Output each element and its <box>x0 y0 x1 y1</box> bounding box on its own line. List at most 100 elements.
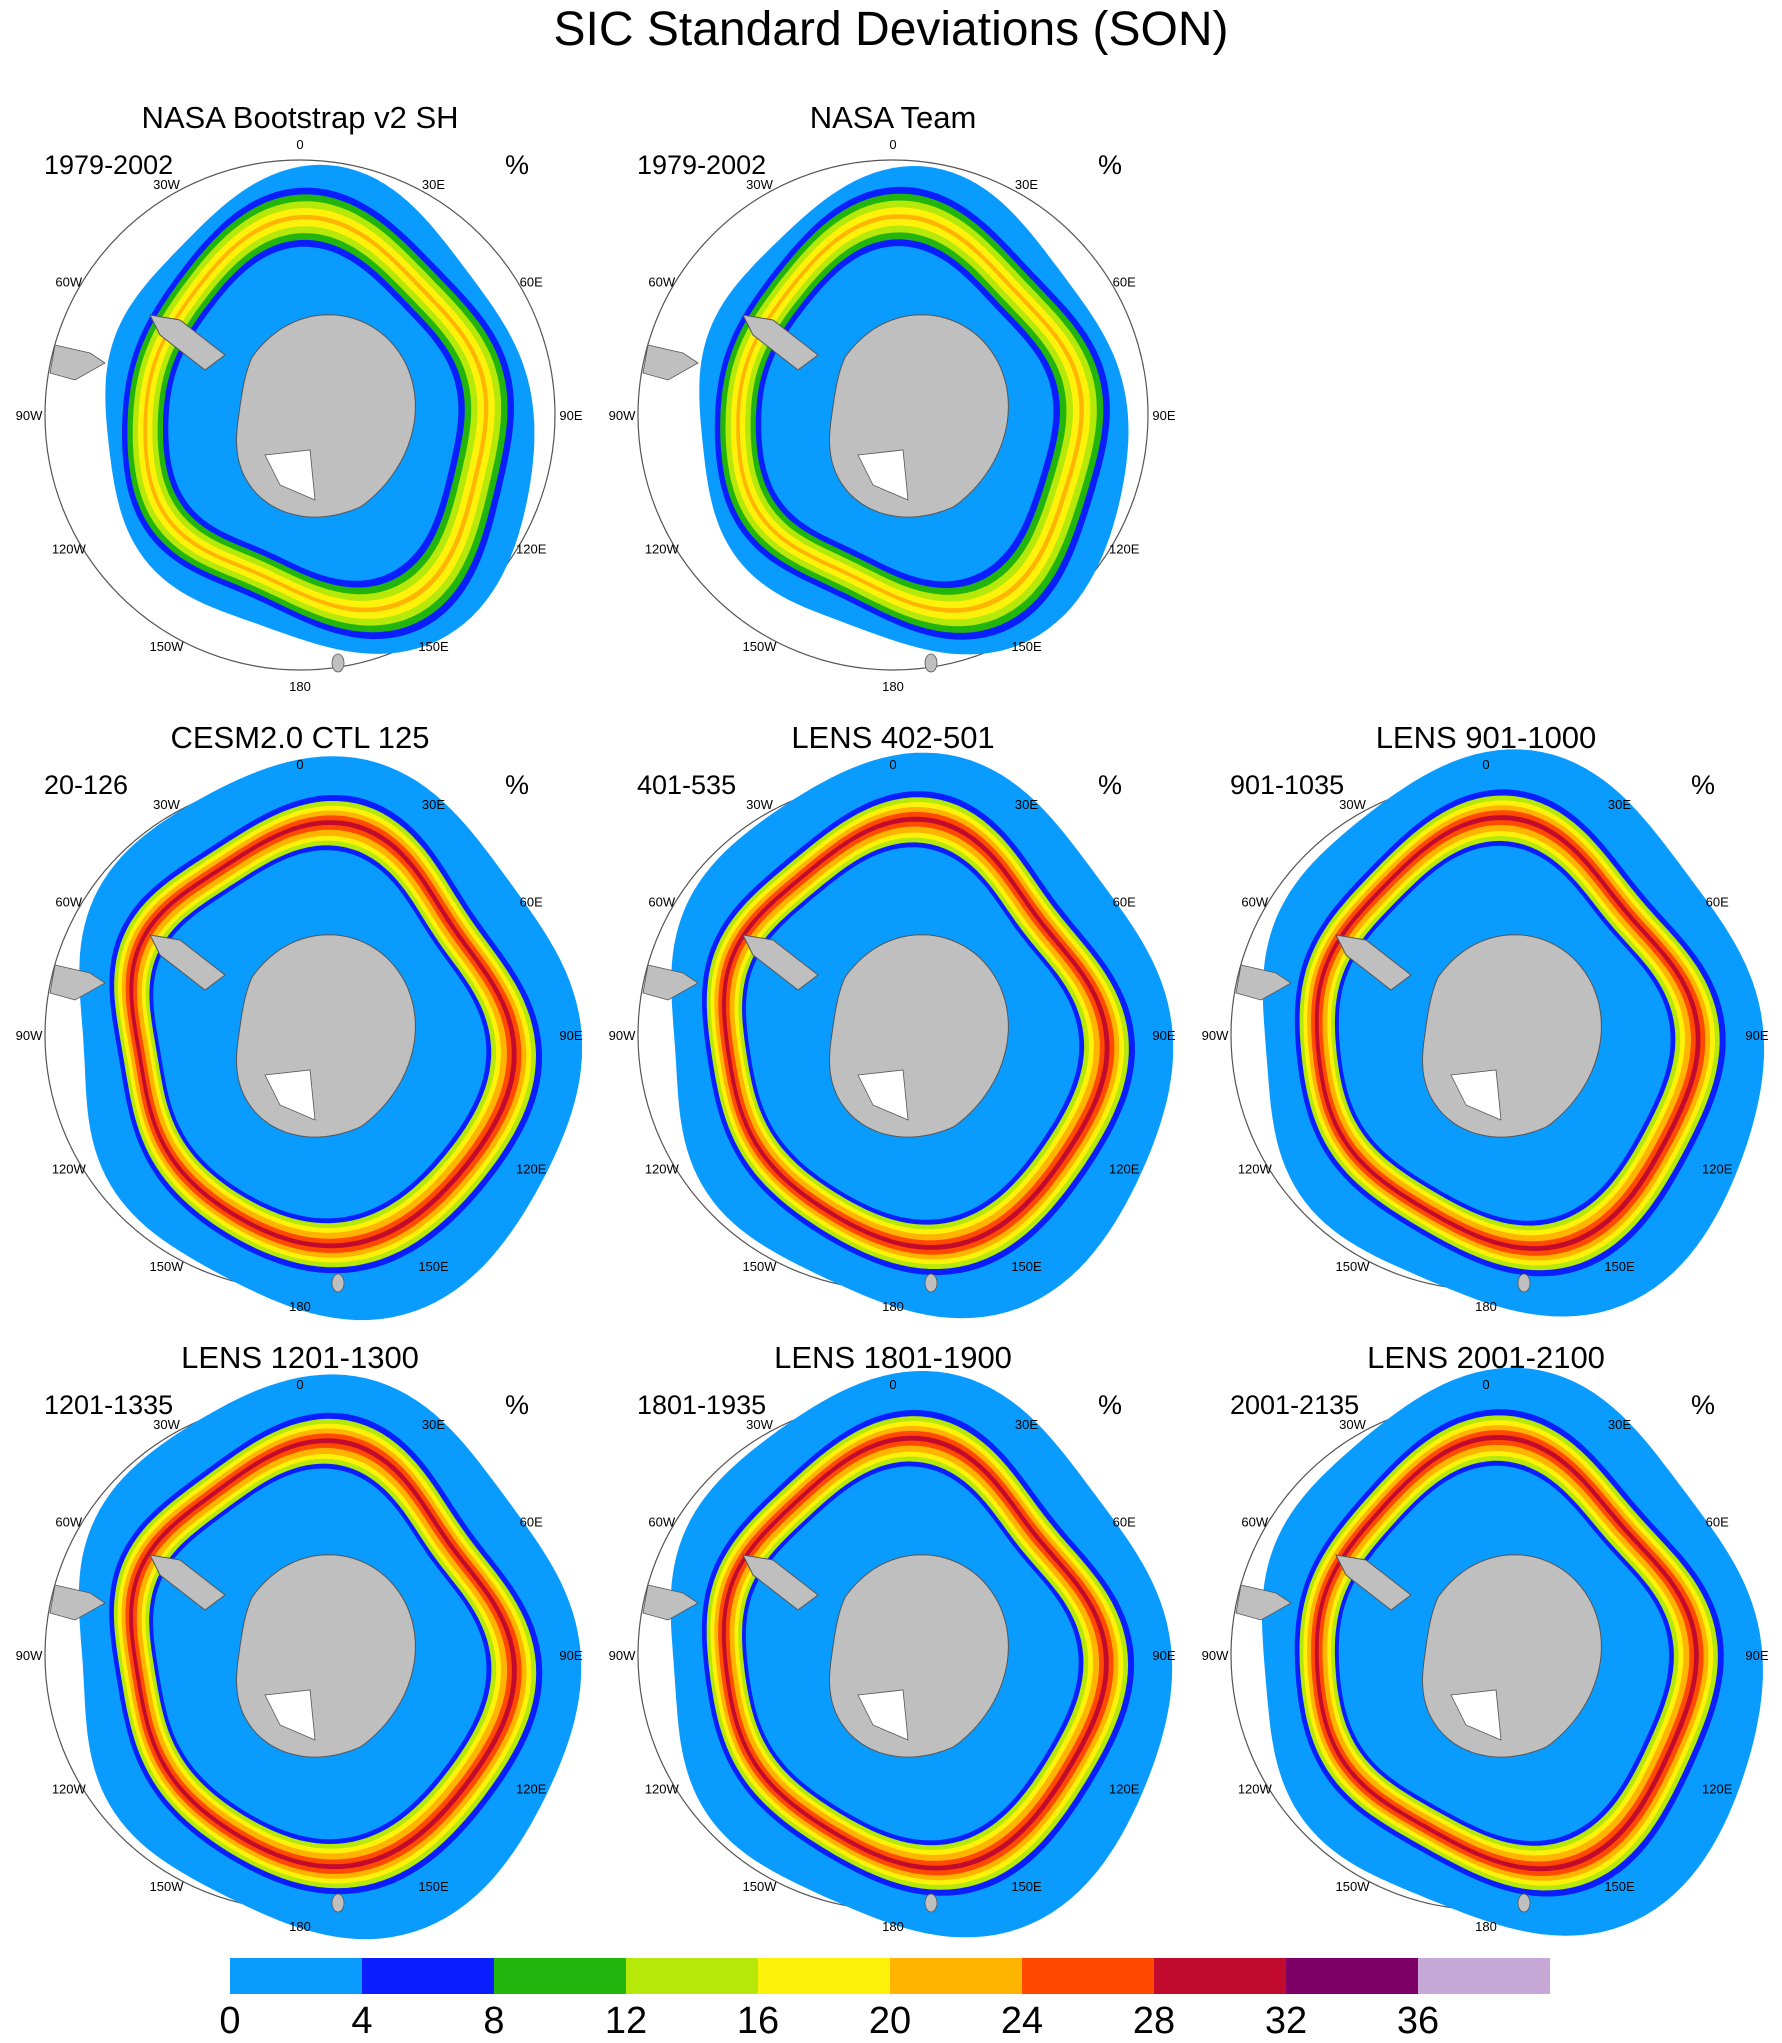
map-panel: LENS 901-1000 901-1035% 0 30E 60E 90E 120E 150E… <box>1186 720 1782 1350</box>
longitude-label: 60E <box>520 1515 543 1530</box>
longitude-label: 0 <box>889 137 896 152</box>
colorbar-tick-label: 20 <box>868 2000 912 2042</box>
longitude-label: 60W <box>55 1515 82 1530</box>
longitude-label: 150W <box>1336 1879 1371 1894</box>
panel-unit: % <box>1098 150 1123 180</box>
colorbar-tick-label: 28 <box>1132 2000 1176 2042</box>
subantarctic-island <box>924 653 938 673</box>
longitude-label: 60E <box>1113 895 1136 910</box>
longitude-label: 30W <box>1339 1417 1366 1432</box>
colorbar-swatch <box>758 1958 890 1994</box>
panel-years: 20-126 <box>44 770 129 800</box>
map-panel: CESM2.0 CTL 125 20-126% 0 30E 60E 90E 120E 150E… <box>0 720 600 1350</box>
longitude-label: 90W <box>609 1648 636 1663</box>
map-panel: LENS 1201-1300 1201-1335% 0 30E 60E 90E 120E 15… <box>0 1340 600 1970</box>
panel-title: LENS 901-1000 <box>1375 720 1597 755</box>
panel-years: 1979-2002 <box>637 150 767 180</box>
map-panel: NASA Bootstrap v2 SH 1979-2002% 0 30E 60E 90E… <box>0 100 600 730</box>
colorbar-tick-label: 8 <box>483 2000 505 2042</box>
longitude-label: 0 <box>889 1377 896 1392</box>
longitude-label: 120E <box>1702 1782 1733 1797</box>
longitude-label: 180 <box>882 1919 904 1934</box>
longitude-label: 90W <box>1202 1028 1229 1043</box>
panel-title: LENS 2001-2100 <box>1367 1340 1605 1375</box>
panel-years: 401-535 <box>637 770 737 800</box>
polar-map: 0 30E 60E 90E 120E 150E 180 150W 120W 90W 60W 30W <box>16 137 583 694</box>
longitude-label: 60W <box>55 895 82 910</box>
panel-years: 2001-2135 <box>1230 1390 1360 1420</box>
longitude-label: 90E <box>1745 1028 1768 1043</box>
longitude-label: 120W <box>645 1162 680 1177</box>
longitude-label: 120W <box>645 542 680 557</box>
longitude-label: 90W <box>16 408 43 423</box>
longitude-label: 30E <box>1015 1417 1038 1432</box>
polar-map: 0 30E 60E 90E 120E 150E 180 150W 120W 90W 60W 30W <box>16 1374 583 1940</box>
longitude-label: 120E <box>1109 1782 1140 1797</box>
subantarctic-island <box>331 1893 345 1913</box>
longitude-label: 0 <box>1482 757 1489 772</box>
south-america-tip <box>642 1584 699 1621</box>
antarctic-peninsula <box>742 1554 819 1611</box>
polar-map: 0 30E 60E 90E 120E 150E 180 150W 120W 90W 60W 30W <box>16 756 583 1321</box>
longitude-label: 90E <box>559 1648 582 1663</box>
antarctic-peninsula <box>1335 934 1412 991</box>
subantarctic-island <box>1517 1273 1531 1293</box>
longitude-label: 60E <box>520 275 543 290</box>
longitude-label: 120W <box>52 542 87 557</box>
polar-map: 0 30E 60E 90E 120E 150E 180 150W 120W 90W 60W 30W <box>1202 1367 1769 1936</box>
map-panel: LENS 402-501 401-535% 0 30E 60E 90E 120E 150E 18… <box>593 720 1193 1350</box>
antarctic-peninsula <box>149 314 226 371</box>
longitude-label: 0 <box>296 757 303 772</box>
longitude-label: 60W <box>55 275 82 290</box>
antarctic-peninsula <box>742 314 819 371</box>
antarctic-peninsula <box>1335 1554 1412 1611</box>
longitude-label: 180 <box>882 1299 904 1314</box>
longitude-label: 180 <box>1475 1919 1497 1934</box>
panel-unit: % <box>1691 1390 1716 1420</box>
panel-title: CESM2.0 CTL 125 <box>170 720 430 755</box>
colorbar-tick-label: 12 <box>604 2000 648 2042</box>
colorbar-swatch <box>230 1958 362 1994</box>
longitude-label: 0 <box>296 137 303 152</box>
subantarctic-island <box>924 1893 938 1913</box>
south-america-tip <box>49 344 106 381</box>
longitude-label: 180 <box>882 679 904 694</box>
ross-ice-shelf <box>264 449 316 501</box>
longitude-label: 180 <box>289 679 311 694</box>
longitude-label: 150E <box>1011 1259 1042 1274</box>
panel-years: 1979-2002 <box>44 150 174 180</box>
colorbar <box>230 1958 1550 1994</box>
longitude-label: 60W <box>1241 895 1268 910</box>
longitude-label: 150E <box>1011 639 1042 654</box>
longitude-label: 90E <box>559 408 582 423</box>
longitude-label: 120W <box>1238 1782 1273 1797</box>
panel-title: LENS 402-501 <box>791 720 995 755</box>
longitude-label: 0 <box>296 1377 303 1392</box>
colorbar-swatch <box>362 1958 494 1994</box>
colorbar-swatch <box>890 1958 1022 1994</box>
longitude-label: 60W <box>648 275 675 290</box>
panel-title: LENS 1801-1900 <box>774 1340 1012 1375</box>
longitude-label: 30E <box>1608 1417 1631 1432</box>
longitude-label: 120E <box>1109 1162 1140 1177</box>
longitude-label: 30W <box>746 1417 773 1432</box>
polar-map: 0 30E 60E 90E 120E 150E 180 150W 120W 90W 60W 30W <box>1202 749 1769 1317</box>
longitude-label: 180 <box>1475 1299 1497 1314</box>
antarctic-peninsula <box>149 1554 226 1611</box>
longitude-label: 90E <box>1152 408 1175 423</box>
longitude-label: 90W <box>1202 1648 1229 1663</box>
map-panel: LENS 1801-1900 1801-1935% 0 30E 60E 90E 120E 15… <box>593 1340 1193 1970</box>
colorbar-tick-label: 4 <box>351 2000 373 2042</box>
longitude-label: 150E <box>1011 1879 1042 1894</box>
ross-ice-shelf <box>857 449 909 501</box>
longitude-label: 60W <box>648 895 675 910</box>
subantarctic-island <box>924 1273 938 1293</box>
longitude-label: 150W <box>1336 1259 1371 1274</box>
colorbar-swatch <box>1022 1958 1154 1994</box>
subantarctic-island <box>331 1273 345 1293</box>
longitude-label: 30W <box>1339 797 1366 812</box>
longitude-label: 120W <box>1238 1162 1273 1177</box>
longitude-label: 120W <box>52 1162 87 1177</box>
south-america-tip <box>49 964 106 1001</box>
longitude-label: 150W <box>150 639 185 654</box>
